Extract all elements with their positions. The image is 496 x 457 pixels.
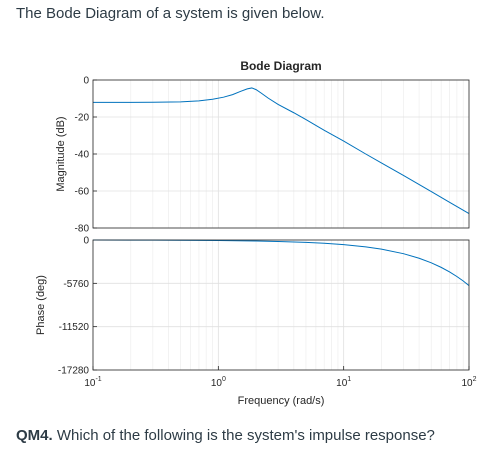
phase-y-tick-label: -5760	[63, 279, 89, 290]
phase-y-ticks: 0 -5760 -11520 -17280	[58, 236, 97, 377]
phase-y-tick-label: -17280	[58, 366, 90, 377]
intro-text: The Bode Diagram of a system is given be…	[16, 5, 325, 22]
phase-y-tick-label: -11520	[59, 322, 90, 333]
phase-plot-area	[93, 240, 469, 370]
question-label: QM4.	[16, 427, 53, 444]
phase-y-tick-label: 0	[83, 236, 89, 247]
x-axis-ticks: 10-1 100 101 102	[84, 366, 477, 389]
chart-title: Bode Diagram	[240, 59, 321, 73]
question-body: Which of the following is the system's i…	[52, 427, 435, 444]
magnitude-y-tick-label: -20	[75, 113, 90, 124]
magnitude-series-line	[93, 87, 470, 215]
magnitude-y-axis-label: Magnitude (dB)	[55, 116, 67, 191]
phase-series-line	[92, 239, 470, 286]
magnitude-y-tick-label: -60	[75, 187, 90, 198]
x-axis-label: Frequency (rad/s)	[238, 395, 325, 407]
magnitude-y-tick-label: -80	[75, 224, 90, 235]
magnitude-panel: 0 -20 -40 -60 -80 Magnitude (dB)	[55, 76, 470, 235]
x-tick-label: 10-1	[84, 376, 101, 389]
phase-y-axis-label: Phase (deg)	[35, 275, 47, 335]
magnitude-y-tick-label: 0	[83, 76, 89, 87]
magnitude-y-ticks: 0 -20 -40 -60 -80	[75, 76, 97, 235]
x-tick-label: 102	[461, 376, 476, 389]
phase-panel: 0 -5760 -11520 -17280 Phase (deg)	[35, 236, 470, 377]
x-tick-label: 100	[211, 376, 226, 389]
magnitude-axes-box	[92, 79, 470, 229]
magnitude-y-tick-label: -40	[75, 150, 90, 161]
question-text: QM4. Which of the following is the syste…	[16, 426, 435, 446]
x-tick-label: 101	[336, 376, 351, 389]
phase-axes-box	[92, 239, 470, 371]
